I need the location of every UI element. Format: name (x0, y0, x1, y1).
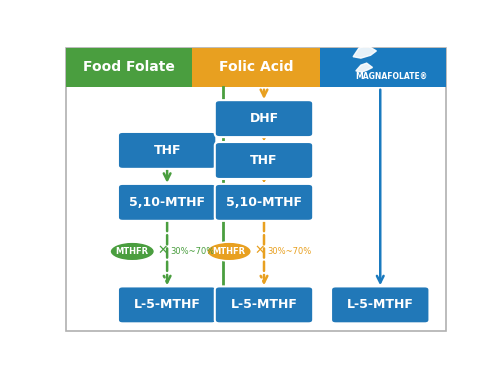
Polygon shape (356, 63, 372, 72)
Text: THF: THF (250, 154, 278, 167)
Text: MAGNAFOLATE®: MAGNAFOLATE® (356, 72, 428, 81)
FancyBboxPatch shape (118, 132, 216, 169)
FancyBboxPatch shape (66, 48, 192, 87)
FancyBboxPatch shape (215, 142, 313, 179)
FancyBboxPatch shape (215, 184, 313, 221)
Ellipse shape (110, 242, 154, 261)
Text: ✕: ✕ (157, 244, 168, 257)
Ellipse shape (207, 242, 252, 261)
FancyBboxPatch shape (320, 48, 446, 87)
Text: ✕: ✕ (254, 244, 264, 257)
Text: 5,10-MTHF: 5,10-MTHF (226, 196, 302, 209)
Text: 30%~70%: 30%~70% (170, 247, 214, 256)
Text: DHF: DHF (250, 112, 278, 125)
FancyBboxPatch shape (118, 286, 216, 323)
Text: MTHFR: MTHFR (116, 247, 149, 256)
Text: THF: THF (154, 144, 181, 157)
FancyBboxPatch shape (118, 184, 216, 221)
Text: 30%~70%: 30%~70% (267, 247, 312, 256)
FancyBboxPatch shape (215, 100, 313, 137)
FancyBboxPatch shape (331, 286, 430, 323)
FancyBboxPatch shape (192, 48, 320, 87)
Text: MTHFR: MTHFR (212, 247, 246, 256)
FancyBboxPatch shape (215, 286, 313, 323)
Text: L-5-MTHF: L-5-MTHF (347, 298, 414, 311)
Text: Folic Acid: Folic Acid (219, 60, 294, 74)
Text: L-5-MTHF: L-5-MTHF (230, 298, 298, 311)
Text: L-5-MTHF: L-5-MTHF (134, 298, 200, 311)
Text: Food Folate: Food Folate (83, 60, 175, 74)
Polygon shape (353, 45, 376, 58)
Text: 5,10-MTHF: 5,10-MTHF (129, 196, 205, 209)
